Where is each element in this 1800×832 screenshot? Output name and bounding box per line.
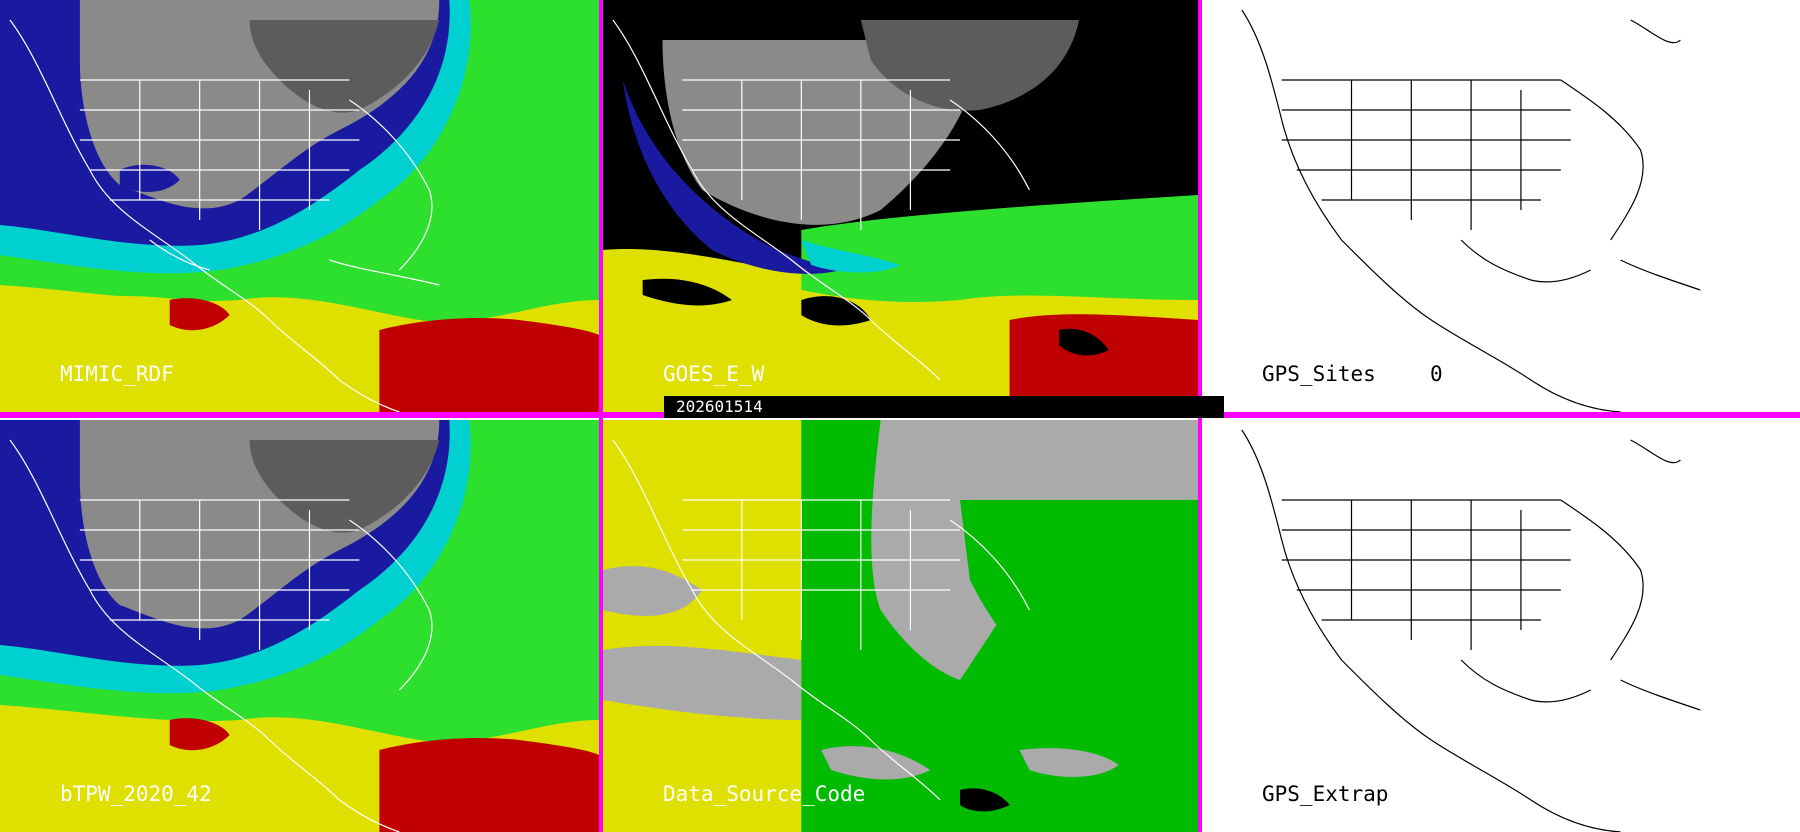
gps-site-count: 0 xyxy=(1430,362,1443,386)
basemap-outline xyxy=(1202,0,1800,412)
tpw-field-map xyxy=(0,420,599,832)
map-panel-data-source-code: Data_Source_Code xyxy=(603,420,1198,832)
panel-label-btpw: bTPW_2020_42 xyxy=(60,782,212,806)
data-source-map xyxy=(603,420,1198,832)
vertical-divider-left xyxy=(599,0,603,832)
tpw-masked-field-map xyxy=(603,0,1198,412)
panel-label-gps-extrap: GPS_Extrap xyxy=(1262,782,1389,806)
map-panel-btpw: bTPW_2020_42 xyxy=(0,420,599,832)
panel-label-goes-ew: GOES_E_W xyxy=(663,362,765,386)
timestamp-bar: 202601514 xyxy=(664,396,1224,418)
panel-label-data-source-code: Data_Source_Code xyxy=(663,782,866,806)
map-panel-gps-extrap: GPS_Extrap xyxy=(1202,420,1800,832)
panel-label-gps-sites: GPS_Sites xyxy=(1262,362,1376,386)
basemap-outline xyxy=(1202,420,1800,832)
panel-label-mimic-rdf: MIMIC_RDF xyxy=(60,362,174,386)
tpw-field-map xyxy=(0,0,599,412)
map-panel-gps-sites: GPS_Sites xyxy=(1202,0,1800,412)
map-panel-mimic-rdf: MIMIC_RDF xyxy=(0,0,599,412)
map-panel-goes-ew: GOES_E_W xyxy=(603,0,1198,412)
